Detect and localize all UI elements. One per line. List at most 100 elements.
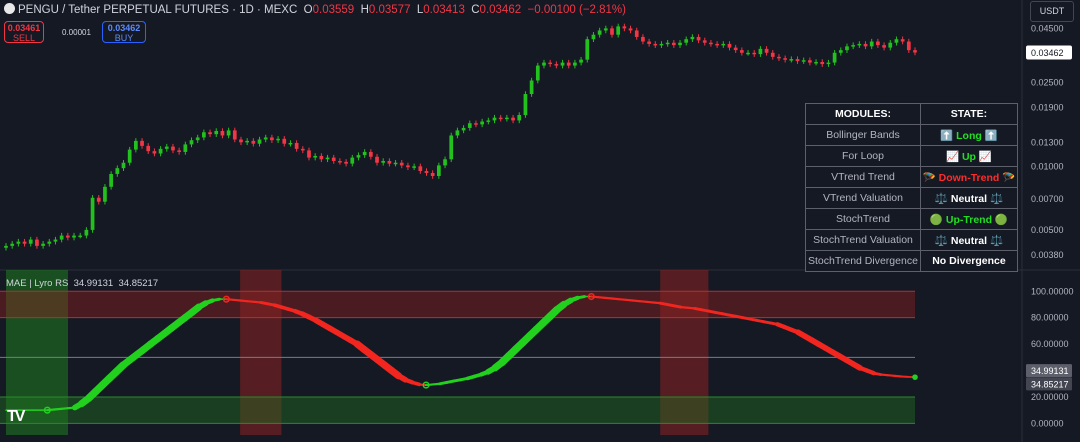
ribbon-segment bbox=[245, 300, 256, 303]
ribbon-segment bbox=[624, 298, 634, 302]
candle bbox=[399, 162, 404, 166]
candle bbox=[752, 52, 757, 55]
candle bbox=[288, 142, 293, 145]
candle bbox=[461, 127, 466, 131]
candle bbox=[740, 50, 744, 53]
currency-selector[interactable]: USDT bbox=[1030, 1, 1074, 22]
module-state: ⬆️ Long ⬆️ bbox=[919, 124, 1019, 146]
signal-marker bbox=[43, 406, 51, 414]
module-state: No Divergence bbox=[919, 250, 1019, 272]
candle bbox=[375, 156, 379, 163]
price-tick-label: 0.02500 bbox=[1031, 77, 1064, 87]
candle bbox=[455, 130, 460, 136]
candle bbox=[616, 26, 621, 35]
candle bbox=[362, 151, 367, 156]
modules-header: MODULES: bbox=[805, 103, 921, 125]
tradingview-logo-icon: TV bbox=[7, 408, 26, 425]
candle bbox=[183, 144, 188, 152]
candle bbox=[715, 43, 719, 46]
candle bbox=[820, 61, 825, 65]
spread-value: 0.00001 bbox=[62, 28, 91, 37]
candle bbox=[282, 138, 287, 144]
ribbon-segment bbox=[631, 299, 641, 303]
candle bbox=[758, 48, 763, 55]
candle bbox=[702, 40, 707, 43]
candle bbox=[41, 243, 45, 246]
candle bbox=[770, 52, 775, 57]
candle bbox=[511, 117, 515, 121]
change-value: −0.00100 (−2.81%) bbox=[527, 4, 626, 16]
indicator-name: MAE | Lyro RS bbox=[6, 278, 69, 289]
candle bbox=[622, 26, 627, 29]
module-state: ⚖️ Neutral ⚖️ bbox=[919, 229, 1019, 251]
buy-label: BUY bbox=[114, 33, 134, 43]
candle bbox=[851, 45, 856, 47]
candle bbox=[591, 34, 596, 40]
candle bbox=[449, 135, 454, 160]
ribbon-segment bbox=[410, 380, 421, 387]
candle bbox=[35, 239, 39, 246]
candle bbox=[610, 28, 614, 35]
signal-marker bbox=[422, 381, 430, 389]
candle bbox=[158, 148, 163, 154]
module-state: 📈 Up 📈 bbox=[919, 145, 1019, 167]
candle bbox=[412, 166, 416, 168]
candle bbox=[863, 43, 868, 47]
indicator-legend[interactable]: MAE | Lyro RS 34.99131 34.85217 bbox=[6, 278, 158, 289]
indicator-tick-label: 80.00000 bbox=[1031, 313, 1069, 323]
candle bbox=[845, 46, 849, 51]
buy-button-body[interactable]: 0.03462 BUY bbox=[102, 21, 146, 43]
symbol-title[interactable]: PENGU / Tether PERPETUAL FUTURES · 1D · … bbox=[18, 4, 298, 16]
candle bbox=[542, 62, 546, 66]
price-tick-label: 0.01000 bbox=[1031, 161, 1064, 171]
candle bbox=[90, 197, 95, 230]
candle bbox=[350, 157, 355, 164]
candle bbox=[59, 235, 64, 240]
indicator-value-2: 34.85217 bbox=[118, 278, 159, 289]
indicator-tick-label: 0.00000 bbox=[1031, 418, 1064, 428]
candle bbox=[492, 117, 497, 121]
candle bbox=[808, 60, 812, 63]
candle bbox=[869, 41, 874, 47]
candle bbox=[548, 62, 553, 65]
candle bbox=[721, 43, 726, 46]
candle bbox=[134, 140, 138, 150]
candle bbox=[368, 151, 373, 157]
candle bbox=[226, 130, 231, 136]
ribbon-segment bbox=[893, 374, 903, 378]
candle bbox=[276, 138, 280, 141]
candle bbox=[777, 56, 781, 59]
candle bbox=[331, 157, 336, 161]
candle bbox=[671, 42, 676, 46]
candle bbox=[467, 123, 472, 128]
high-value: 0.03577 bbox=[368, 4, 411, 16]
candle bbox=[603, 28, 608, 31]
ribbon-segment bbox=[638, 300, 648, 303]
candle bbox=[53, 239, 58, 242]
open-value: 0.03559 bbox=[312, 4, 355, 16]
candle bbox=[195, 137, 200, 141]
candle bbox=[96, 197, 101, 202]
candle bbox=[338, 160, 342, 163]
candle bbox=[517, 115, 522, 121]
price-tick-label: 0.04500 bbox=[1031, 23, 1064, 33]
candle bbox=[84, 229, 89, 236]
candle bbox=[838, 50, 843, 53]
candle bbox=[857, 43, 862, 46]
candle bbox=[257, 139, 262, 144]
candle bbox=[628, 28, 633, 31]
candle bbox=[894, 39, 899, 43]
candle bbox=[443, 159, 447, 166]
sell-button[interactable]: 0.03461 SELL bbox=[4, 21, 44, 43]
ribbon-segment bbox=[672, 304, 683, 309]
candle bbox=[356, 155, 361, 158]
signal-marker bbox=[912, 374, 918, 380]
ribbon-segment bbox=[879, 373, 889, 377]
candle bbox=[325, 157, 330, 160]
candle bbox=[140, 140, 144, 146]
candle bbox=[78, 235, 83, 238]
candle bbox=[146, 145, 151, 152]
candle bbox=[164, 146, 169, 149]
candle bbox=[585, 39, 590, 60]
